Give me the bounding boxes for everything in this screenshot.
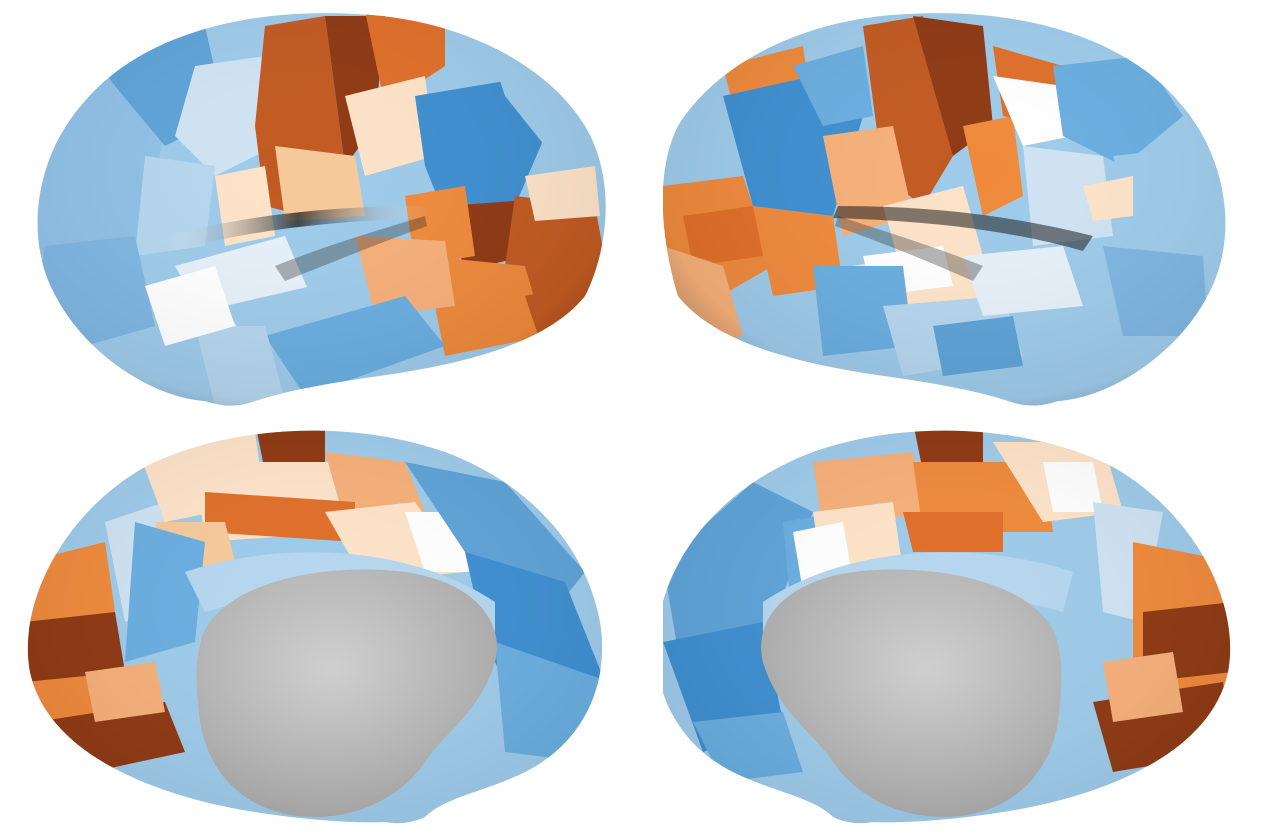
brain-view-left-medial (25, 422, 610, 832)
brain-view-right-lateral (663, 6, 1233, 416)
brain-view-right-medial (663, 422, 1233, 832)
brain-view-left-lateral (25, 6, 610, 416)
